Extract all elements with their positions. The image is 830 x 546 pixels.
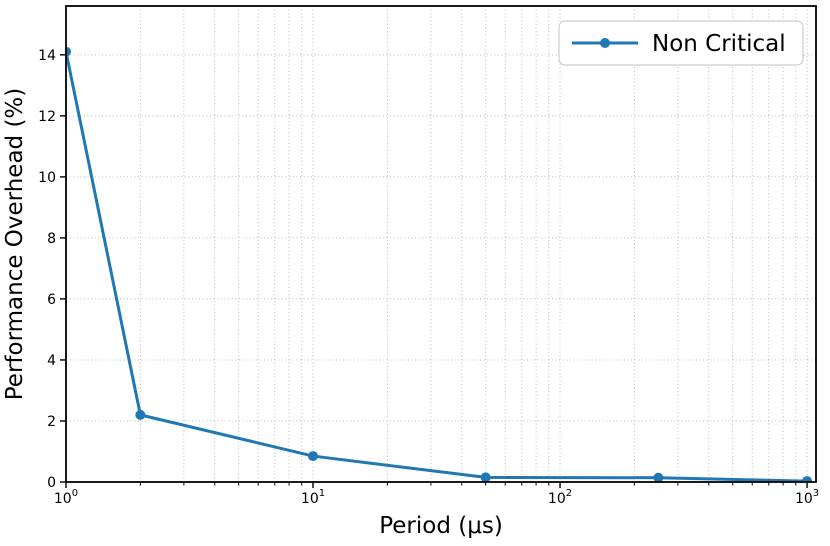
y-tick-label: 14 bbox=[38, 48, 56, 64]
data-point-marker bbox=[308, 451, 319, 462]
data-point-marker bbox=[135, 409, 146, 420]
legend-box bbox=[558, 20, 804, 66]
x-tick-label: 100 bbox=[54, 488, 78, 507]
tick-label-layer: 100 101 102 103 0 2 4 6 8 10 12 14 bbox=[38, 48, 819, 507]
x-tick-label: 102 bbox=[548, 488, 572, 507]
x-tick-label: 103 bbox=[795, 488, 819, 507]
legend: Non Critical bbox=[558, 20, 804, 66]
grid-layer bbox=[66, 6, 816, 482]
legend-marker-icon bbox=[600, 38, 610, 48]
plot-border bbox=[65, 5, 817, 483]
y-tick-label: 12 bbox=[38, 109, 56, 125]
y-tick-label: 6 bbox=[47, 292, 56, 308]
data-point-marker bbox=[66, 46, 71, 57]
data-line bbox=[66, 50, 809, 482]
legend-label: Non Critical bbox=[652, 31, 786, 57]
y-axis-label: Performance Overhead (%) bbox=[2, 88, 28, 401]
data-point-marker bbox=[653, 472, 664, 482]
data-point-marker bbox=[802, 476, 813, 482]
x-tick-label: 101 bbox=[301, 488, 325, 507]
y-tick-label: 0 bbox=[47, 475, 56, 491]
y-tick-label: 2 bbox=[47, 414, 56, 430]
y-tick-label: 8 bbox=[47, 231, 56, 247]
series-layer bbox=[66, 46, 813, 482]
x-axis-label: Period (μs) bbox=[379, 513, 503, 539]
data-point-marker bbox=[480, 472, 491, 482]
y-tick-label: 10 bbox=[38, 170, 56, 186]
y-tick-label: 4 bbox=[47, 353, 56, 369]
